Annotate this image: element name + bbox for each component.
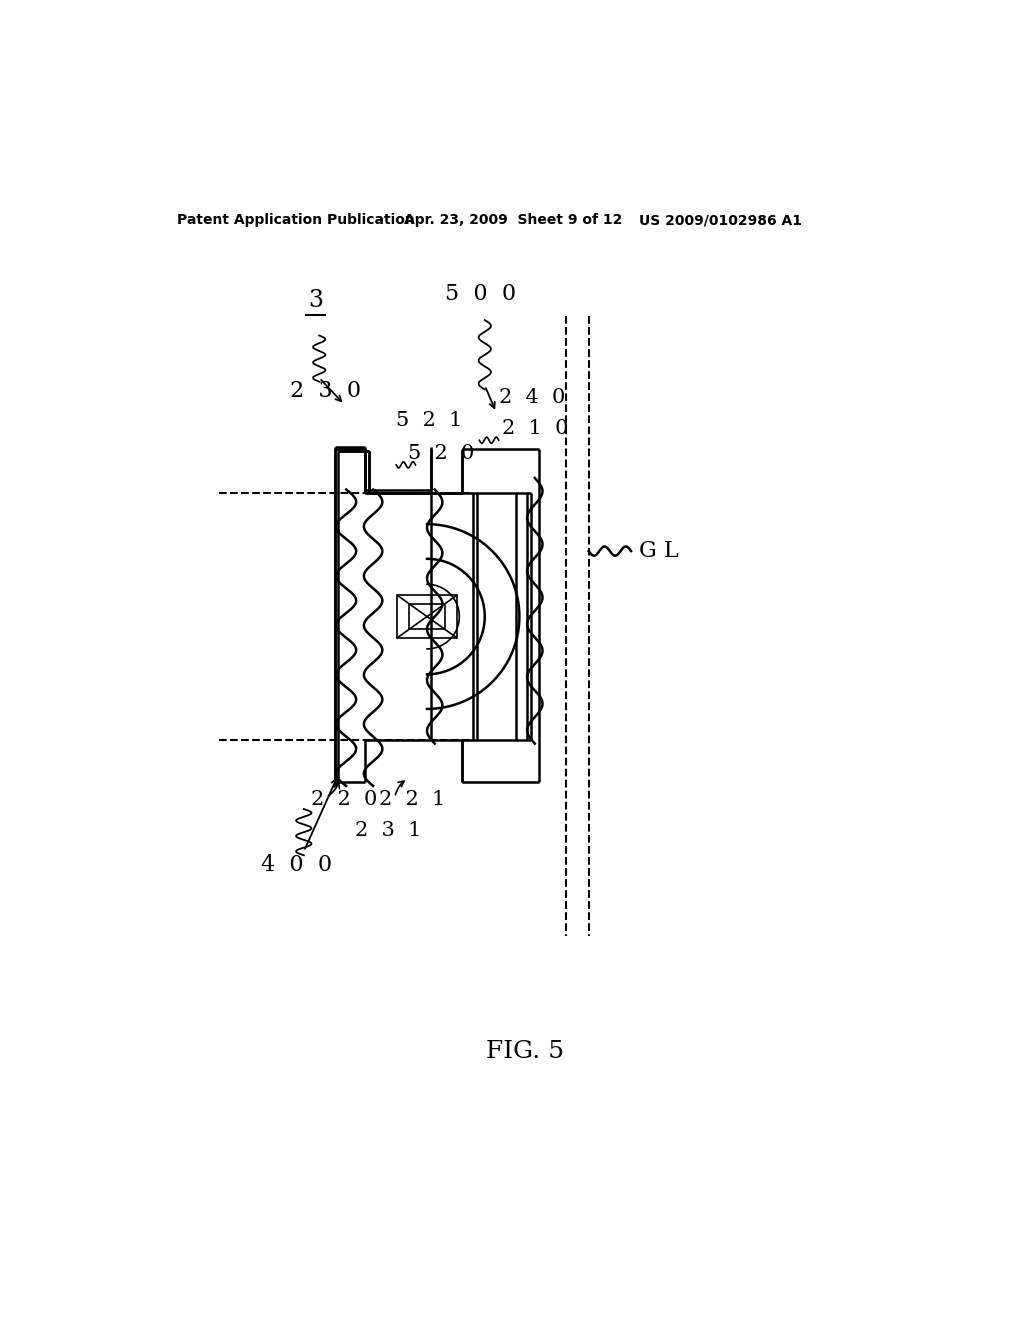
Text: 3: 3 — [308, 289, 323, 313]
Text: Apr. 23, 2009  Sheet 9 of 12: Apr. 23, 2009 Sheet 9 of 12 — [403, 213, 623, 227]
Text: 2  3  0: 2 3 0 — [290, 380, 361, 403]
Bar — [397, 595, 457, 638]
Text: 2  2  1: 2 2 1 — [379, 791, 445, 809]
Text: Patent Application Publication: Patent Application Publication — [177, 213, 415, 227]
Text: US 2009/0102986 A1: US 2009/0102986 A1 — [639, 213, 802, 227]
Text: 2  2  0: 2 2 0 — [310, 791, 377, 809]
Text: 2  1  0: 2 1 0 — [503, 418, 569, 438]
Text: 5  2  0: 5 2 0 — [408, 444, 474, 463]
Text: 5  2  1: 5 2 1 — [396, 412, 463, 430]
Text: 2  3  1: 2 3 1 — [354, 821, 421, 840]
Text: G L: G L — [639, 540, 678, 562]
Text: 2  4  0: 2 4 0 — [499, 388, 565, 408]
Text: 5  0  0: 5 0 0 — [445, 282, 516, 305]
Text: FIG. 5: FIG. 5 — [485, 1040, 564, 1063]
Bar — [409, 603, 445, 630]
Text: 4  0  0: 4 0 0 — [261, 854, 333, 875]
